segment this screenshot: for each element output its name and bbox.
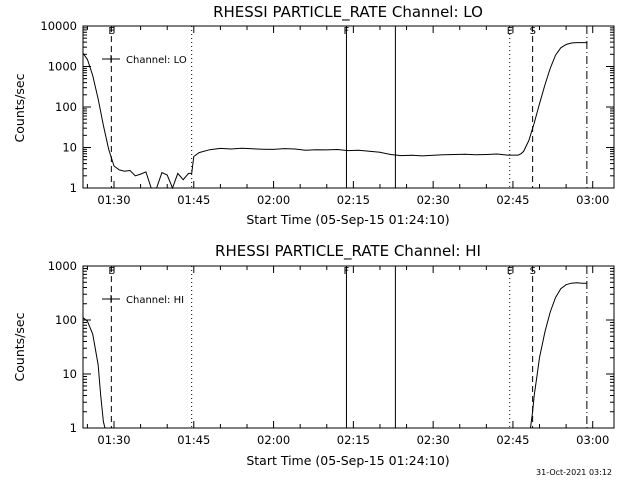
lo-legend-label: Channel: LO — [126, 55, 187, 66]
lo-y-tick-label: 100 — [55, 100, 77, 114]
lo-x-tick-label: 02:30 — [417, 193, 450, 207]
lo-y-axis-label: Counts/sec — [12, 73, 27, 142]
hi-plot-title: RHESSI PARTICLE_RATE Channel: HI — [215, 242, 481, 261]
hi-x-tick-label: 02:15 — [337, 433, 370, 447]
hi-channel-panel: RHESSI PARTICLE_RATE Channel: HI Start T… — [12, 242, 615, 468]
lo-data-line-1 — [82, 42, 588, 190]
lo-x-tick-label: 02:15 — [337, 193, 370, 207]
lo-x-tick-label: 02:45 — [496, 193, 529, 207]
hi-plot-frame — [82, 265, 615, 429]
hi-x-tick-label: 01:30 — [97, 433, 130, 447]
hi-y-tick-label: 1 — [70, 421, 77, 435]
lo-x-tick-label: 02:00 — [257, 193, 290, 207]
hi-event-label: F — [343, 266, 349, 277]
hi-data-line-1 — [82, 317, 106, 429]
hi-y-axis-label: Counts/sec — [12, 312, 27, 381]
hi-x-tick-label: 02:30 — [417, 433, 450, 447]
hi-event-label: S — [530, 266, 536, 277]
lo-y-tick-label: 1000 — [48, 60, 77, 74]
lo-x-tick-label: 01:45 — [177, 193, 210, 207]
lo-event-label: E — [507, 26, 513, 37]
hi-y-tick-label: 10 — [62, 367, 77, 381]
lo-x-tick-label: 03:00 — [576, 193, 609, 207]
hi-data-line-2 — [530, 282, 587, 429]
lo-y-tick-label: 10000 — [40, 19, 77, 33]
hi-event-label: E — [507, 266, 513, 277]
hi-y-tick-label: 1000 — [48, 259, 77, 273]
lo-y-tick-label: 10 — [62, 141, 77, 155]
lo-event-label: S — [530, 26, 536, 37]
hi-y-tick-label: 100 — [55, 313, 77, 327]
lo-plot-frame — [82, 25, 615, 189]
plot-timestamp: 31-Oct-2021 03:12 — [536, 468, 612, 477]
lo-plot-title: RHESSI PARTICLE_RATE Channel: LO — [213, 3, 483, 22]
hi-x-axis-label: Start Time (05-Sep-15 01:24:10) — [246, 453, 449, 468]
lo-event-label: F — [343, 26, 349, 37]
hi-x-tick-label: 03:00 — [576, 433, 609, 447]
hi-event-label: E — [108, 266, 114, 277]
lo-event-label: E — [108, 26, 114, 37]
lo-x-tick-label: 01:30 — [97, 193, 130, 207]
lo-y-tick-label: 1 — [70, 181, 77, 195]
hi-x-tick-label: 02:45 — [496, 433, 529, 447]
hi-x-tick-label: 01:45 — [177, 433, 210, 447]
hi-x-tick-label: 02:00 — [257, 433, 290, 447]
hi-legend-label: Channel: HI — [126, 295, 184, 306]
lo-channel-panel: RHESSI PARTICLE_RATE Channel: LO Start T… — [12, 3, 615, 227]
lo-x-axis-label: Start Time (05-Sep-15 01:24:10) — [246, 212, 449, 227]
